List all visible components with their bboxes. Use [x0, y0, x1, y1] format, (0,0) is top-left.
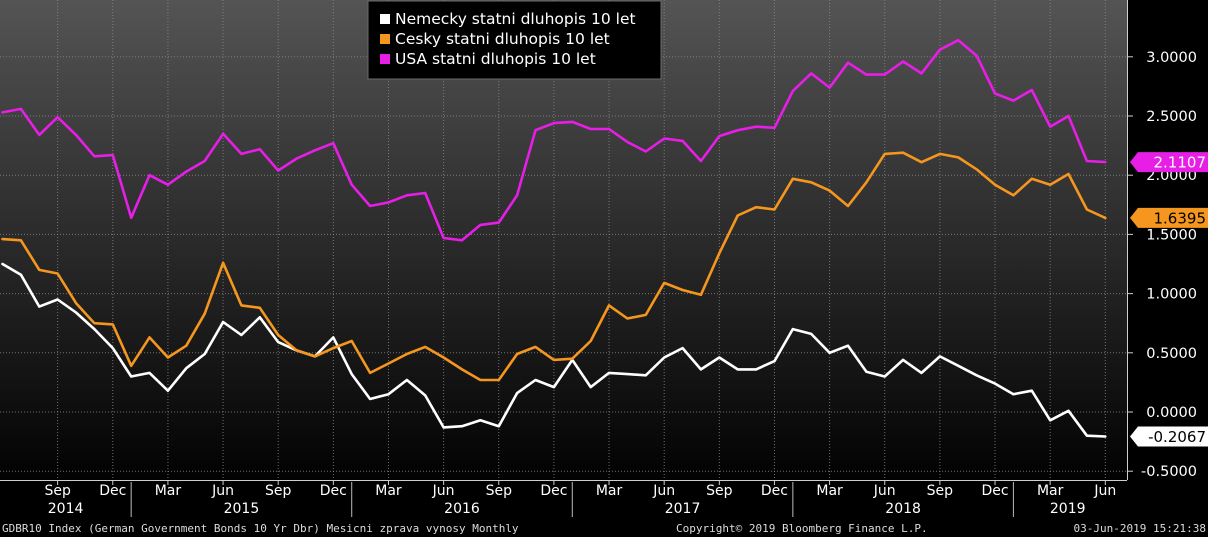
- x-tick-label: Sep: [265, 483, 292, 499]
- y-axis-panel: [1127, 0, 1208, 480]
- y-tick-label: 0.0000: [1146, 405, 1197, 421]
- plot-background: [0, 0, 1127, 480]
- x-tick-label: Dec: [320, 483, 347, 499]
- x-year-label: 2018: [885, 501, 921, 517]
- series-line-2: [1, 151, 1107, 382]
- last-value-tag-2: [1130, 207, 1208, 228]
- x-tick-label: Mar: [375, 483, 402, 499]
- y-tick-label: 2.0000: [1146, 168, 1197, 184]
- x-tick-label: Jun: [652, 483, 675, 499]
- x-tick-label: Sep: [486, 483, 513, 499]
- series-line-1: [1, 262, 1107, 438]
- x-year-label: 2014: [48, 501, 84, 517]
- x-year-label: 2016: [444, 501, 480, 517]
- last-value-label: 2.1107: [1154, 154, 1207, 172]
- x-tick-label: Jun: [211, 483, 234, 499]
- x-tick-label: Mar: [816, 483, 843, 499]
- y-tick-label: 1.5000: [1146, 227, 1197, 243]
- last-value-label: 1.6395: [1154, 209, 1207, 227]
- x-tick-label: Sep: [44, 483, 71, 499]
- legend-swatch-2: [380, 34, 390, 44]
- x-year-label: 2015: [224, 501, 260, 517]
- x-tick-label: Sep: [927, 483, 954, 499]
- x-tick-label: Jun: [1093, 483, 1116, 499]
- x-tick-label: Dec: [981, 483, 1008, 499]
- x-tick-label: Mar: [155, 483, 182, 499]
- x-tick-label: Jun: [873, 483, 896, 499]
- x-year-label: 2017: [665, 501, 701, 517]
- x-tick-label: Dec: [540, 483, 567, 499]
- x-tick-label: Jun: [432, 483, 455, 499]
- x-tick-label: Mar: [596, 483, 623, 499]
- y-tick-label: 0.5000: [1146, 346, 1197, 362]
- x-tick-label: Dec: [761, 483, 788, 499]
- last-value-label: -0.2067: [1148, 428, 1206, 446]
- footer-source: GDBR10 Index (German Government Bonds 10…: [2, 522, 519, 535]
- legend-label: Nemecky statni dluhopis 10 let: [395, 10, 636, 28]
- footer-timestamp: 03-Jun-2019 15:21:38: [1073, 522, 1206, 535]
- x-tick-label: Sep: [706, 483, 733, 499]
- legend-swatch-1: [380, 14, 390, 24]
- last-value-tag-3: [1130, 152, 1208, 173]
- x-tick-label: Dec: [99, 483, 126, 499]
- y-tick-label: -0.5000: [1141, 464, 1197, 480]
- legend-box: [367, 0, 662, 80]
- x-tick-label: Mar: [1037, 483, 1064, 499]
- y-tick-label: 1.0000: [1146, 287, 1197, 303]
- legend-label: Cesky statni dluhopis 10 let: [395, 30, 610, 48]
- y-tick-label: 3.0000: [1146, 50, 1197, 66]
- x-year-label: 2019: [1050, 501, 1086, 517]
- legend-label: USA statni dluhopis 10 let: [395, 50, 596, 68]
- footer-copyright: Copyright© 2019 Bloomberg Finance L.P.: [676, 522, 928, 535]
- last-value-tag-1: [1130, 426, 1208, 447]
- series-line-3: [1, 38, 1107, 242]
- y-tick-label: 2.5000: [1146, 109, 1197, 125]
- legend-swatch-3: [380, 54, 390, 64]
